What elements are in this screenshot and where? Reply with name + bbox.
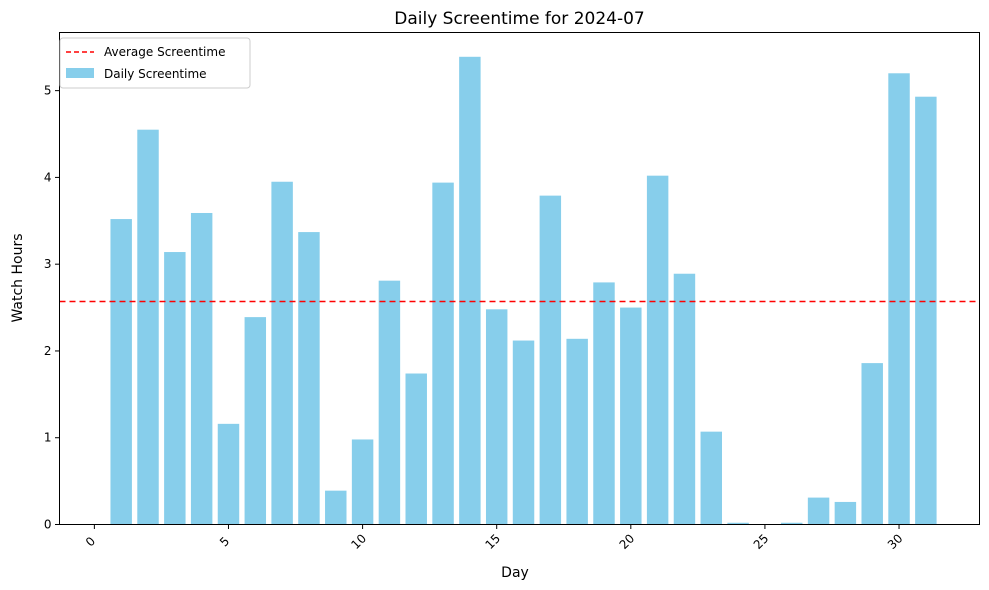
legend-label-daily-screentime: Daily Screentime (104, 67, 207, 81)
y-tick-label-0: 0 (44, 518, 52, 532)
bar-day-4 (190, 212, 213, 525)
bar-day-9 (325, 490, 347, 525)
bar-day-1 (110, 219, 132, 525)
y-axis-ticks: 0 1 2 3 4 5 (44, 84, 60, 532)
bar-day-26 (781, 522, 803, 525)
legend-label-average-screentime: Average Screentime (104, 45, 225, 59)
chart-title: Daily Screentime for 2024-07 (394, 9, 644, 29)
bar-day-14 (459, 56, 481, 525)
legend-swatch-daily-bars (66, 68, 94, 78)
bar-day-10 (351, 439, 374, 525)
bar-day-11 (378, 280, 401, 525)
bar-day-22 (673, 273, 696, 525)
bar-day-16 (512, 340, 535, 525)
bar-day-23 (700, 431, 723, 525)
bar-day-8 (298, 232, 320, 525)
bar-day-17 (539, 195, 562, 525)
bar-day-27 (807, 497, 830, 525)
bar-day-2 (137, 129, 159, 525)
y-tick-label-2: 2 (44, 344, 52, 358)
bar-day-28 (834, 501, 857, 525)
y-tick-label-1: 1 (44, 431, 52, 445)
bar-day-30 (888, 73, 910, 525)
x-axis-label: Day (501, 565, 529, 581)
y-tick-label-4: 4 (44, 170, 52, 184)
bar-day-29 (861, 363, 883, 525)
y-tick-label-3: 3 (44, 257, 52, 271)
y-axis-label: Watch Hours (10, 233, 26, 322)
bar-day-31 (915, 96, 937, 525)
bar-day-13 (432, 182, 454, 525)
bar-day-15 (485, 309, 508, 525)
bar-day-6 (244, 317, 267, 525)
bar-day-21 (646, 175, 669, 525)
bars-layer (110, 56, 937, 525)
bar-day-24 (727, 522, 749, 525)
bar-day-3 (164, 252, 186, 525)
bar-day-20 (620, 307, 642, 525)
legend: Average Screentime Daily Screentime (59, 37, 251, 89)
y-tick-label-5: 5 (44, 84, 52, 98)
plot-frame (59, 32, 980, 525)
bar-day-12 (405, 373, 427, 525)
legend-frame (59, 37, 251, 89)
bar-day-7 (271, 181, 293, 525)
bar-day-5 (217, 423, 240, 525)
bar-day-18 (566, 338, 588, 525)
bar-day-19 (593, 282, 615, 525)
